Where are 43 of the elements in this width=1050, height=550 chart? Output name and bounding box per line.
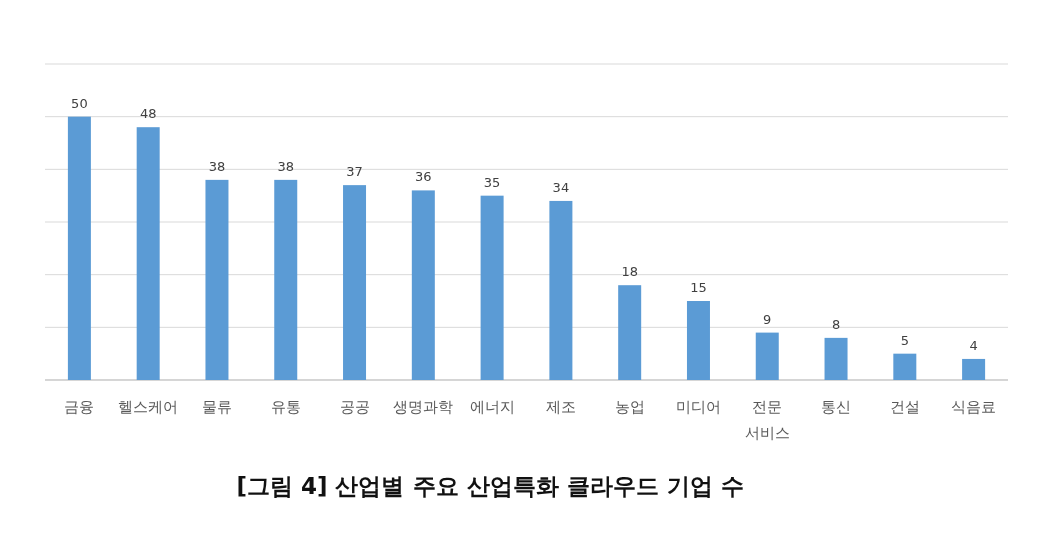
x-tick-label: 에너지 xyxy=(469,398,515,416)
x-tick-label: 건설 xyxy=(889,398,920,416)
data-label: 35 xyxy=(483,174,501,190)
x-tick-label: 식음료 xyxy=(951,398,997,416)
bar xyxy=(67,116,91,380)
bar xyxy=(618,285,642,380)
data-label: 9 xyxy=(763,311,772,327)
bar xyxy=(343,185,367,380)
bar xyxy=(136,127,160,380)
data-label: 15 xyxy=(690,280,707,295)
text: [그림 4] 산업별 주요 산업특화 클라우드 기업 수 xyxy=(236,473,744,499)
x-tick-label: 통신 xyxy=(821,398,852,416)
data-label: 5 xyxy=(900,332,909,348)
x-tick-label: 헬스케어 xyxy=(118,398,179,416)
data-label: 38 xyxy=(208,158,226,174)
bar xyxy=(205,179,229,380)
data-label: 36 xyxy=(415,169,432,185)
bar xyxy=(824,337,848,380)
x-tick-label: 미디어 xyxy=(675,398,721,416)
data-label: 34 xyxy=(552,179,570,195)
x-tick-label: 농업 xyxy=(614,398,645,416)
data-label: 37 xyxy=(346,164,363,180)
bar xyxy=(893,353,917,380)
x-tick-label: 제조 xyxy=(545,398,576,416)
x-tick-label: 공공 xyxy=(339,398,370,416)
bar xyxy=(411,190,435,380)
bar xyxy=(755,332,779,380)
x-tick-label: 금융 xyxy=(64,398,95,416)
data-label: 48 xyxy=(139,106,157,122)
data-label: 50 xyxy=(71,95,88,111)
bar xyxy=(686,301,710,380)
bar xyxy=(480,195,504,380)
data-label: 18 xyxy=(621,264,638,280)
x-tick-label: 생명과학 xyxy=(393,398,454,416)
x-tick-label: 유통 xyxy=(270,398,301,416)
bar xyxy=(962,358,986,380)
x-tick-label: 물류 xyxy=(201,398,232,416)
x-tick-label: 전문 서비스 xyxy=(744,398,790,442)
data-label: 38 xyxy=(277,158,295,174)
bar xyxy=(274,179,298,380)
bar xyxy=(549,200,573,380)
data-label: 4 xyxy=(969,337,978,353)
data-label: 8 xyxy=(831,316,841,332)
